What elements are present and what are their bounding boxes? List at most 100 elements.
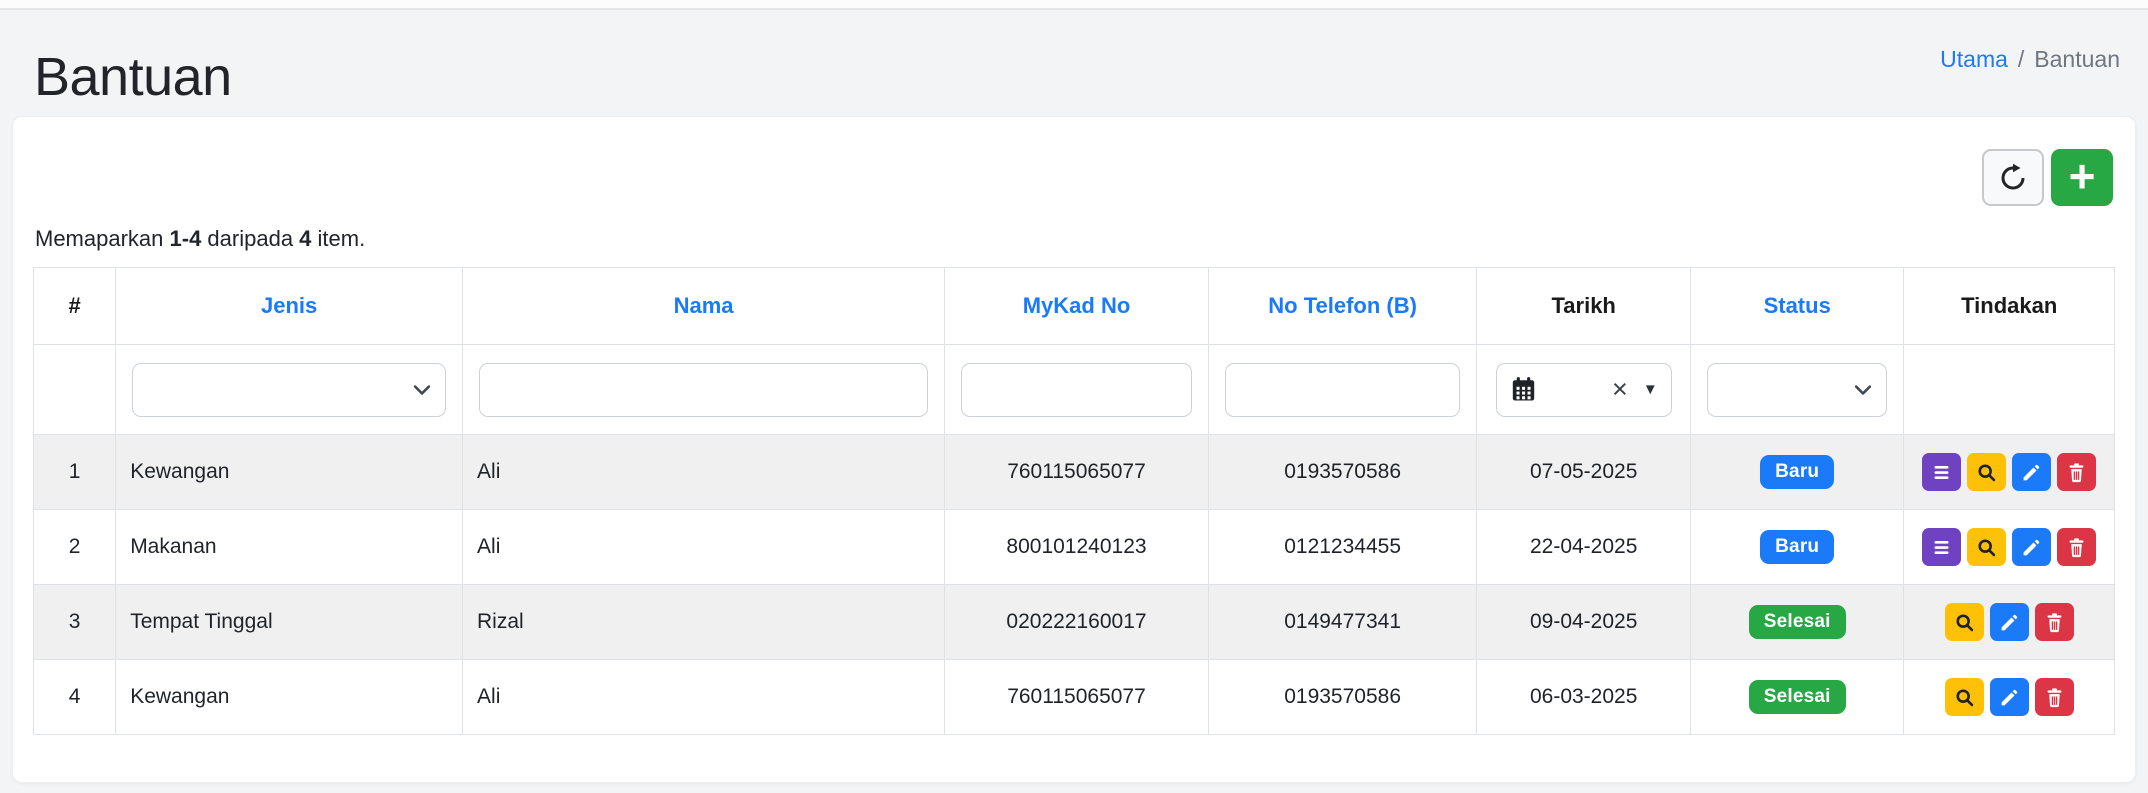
mykad-filter-input[interactable] xyxy=(961,362,1192,417)
filter-row: × ▼ xyxy=(32,344,2115,435)
nama-cell: Ali xyxy=(462,509,946,585)
view-action-button[interactable] xyxy=(1944,678,1984,716)
col-header-mykad[interactable]: MyKad No xyxy=(944,267,1209,345)
col-header-num: # xyxy=(32,267,117,345)
jenis-cell: Kewangan xyxy=(115,659,464,735)
edit-action-button[interactable] xyxy=(2012,453,2052,491)
summary-middle: daripada xyxy=(201,226,300,251)
row-number-cell: 1 xyxy=(32,434,117,510)
view-action-button[interactable] xyxy=(1967,453,2007,491)
actions-cell xyxy=(1903,659,2115,735)
col-header-nama[interactable]: Nama xyxy=(462,267,946,345)
status-cell: Selesai xyxy=(1689,584,1905,660)
col-header-tindakan: Tindakan xyxy=(1903,267,2115,345)
telefon-filter-input[interactable] xyxy=(1224,362,1461,417)
jenis-filter-select[interactable] xyxy=(132,362,447,417)
chevron-down-icon xyxy=(413,384,431,395)
status-badge: Selesai xyxy=(1748,679,1846,715)
trash-icon xyxy=(2069,462,2084,482)
list-action-button[interactable] xyxy=(1922,453,1962,491)
col-header-status[interactable]: Status xyxy=(1689,267,1905,345)
mykad-cell: 800101240123 xyxy=(944,509,1209,585)
tarikh-cell: 07-05-2025 xyxy=(1476,434,1691,510)
actions-cell xyxy=(1903,434,2115,510)
jenis-cell: Tempat Tinggal xyxy=(115,584,464,660)
edit-action-button[interactable] xyxy=(1989,603,2029,641)
delete-action-button[interactable] xyxy=(2057,528,2097,566)
status-cell: Baru xyxy=(1689,509,1905,585)
status-filter-select[interactable] xyxy=(1706,362,1888,417)
search-icon xyxy=(1978,463,1996,481)
actions-cell xyxy=(1903,584,2115,660)
breadcrumb-link-home[interactable]: Utama xyxy=(1940,46,2008,72)
pencil-icon xyxy=(2023,539,2040,555)
nama-cell: Ali xyxy=(462,434,946,510)
chevron-down-icon xyxy=(1855,384,1872,395)
actions-cell xyxy=(1903,509,2115,585)
status-badge: Baru xyxy=(1760,454,1835,490)
pencil-icon xyxy=(2023,464,2040,480)
telefon-cell: 0193570586 xyxy=(1207,659,1478,735)
tarikh-cell: 22-04-2025 xyxy=(1476,509,1691,585)
status-cell: Selesai xyxy=(1689,659,1905,735)
list-icon xyxy=(1934,465,1949,479)
summary-prefix: Memaparkan xyxy=(35,226,170,251)
col-header-jenis[interactable]: Jenis xyxy=(115,267,464,345)
pencil-icon xyxy=(2001,614,2018,630)
table-row: 1 Kewangan Ali 760115065077 0193570586 0… xyxy=(32,434,2115,510)
delete-action-button[interactable] xyxy=(2034,603,2074,641)
breadcrumb: Utama / Bantuan xyxy=(1940,46,2120,73)
refresh-button[interactable] xyxy=(1982,149,2044,206)
view-action-button[interactable] xyxy=(1944,603,1984,641)
filter-cell-empty xyxy=(1903,344,2115,435)
table-row: 3 Tempat Tinggal Rizal 020222160017 0149… xyxy=(32,584,2115,660)
view-action-button[interactable] xyxy=(1967,528,2007,566)
list-icon xyxy=(1934,540,1949,554)
mykad-cell: 760115065077 xyxy=(944,434,1209,510)
filter-cell-empty xyxy=(32,344,117,435)
tarikh-cell: 06-03-2025 xyxy=(1476,659,1691,735)
header-row: # Jenis Nama MyKad No No Telefon (B) Tar… xyxy=(32,267,2115,345)
col-header-telefon[interactable]: No Telefon (B) xyxy=(1207,267,1478,345)
toolbar: + xyxy=(33,149,2113,206)
delete-action-button[interactable] xyxy=(2057,453,2097,491)
nama-cell: Ali xyxy=(462,659,946,735)
edit-action-button[interactable] xyxy=(2012,528,2052,566)
page-title: Bantuan xyxy=(34,47,232,107)
telefon-cell: 0149477341 xyxy=(1207,584,1478,660)
table-row: 4 Kewangan Ali 760115065077 0193570586 0… xyxy=(32,659,2115,735)
summary-suffix: item. xyxy=(311,226,366,251)
trash-icon xyxy=(2047,612,2062,632)
search-icon xyxy=(1956,613,1973,631)
mykad-cell: 760115065077 xyxy=(944,659,1209,735)
row-number-cell: 3 xyxy=(32,584,117,660)
tarikh-filter-datepicker[interactable]: × ▼ xyxy=(1495,362,1672,417)
clear-icon[interactable]: × xyxy=(1612,374,1628,404)
trash-icon xyxy=(2047,687,2062,707)
action-buttons xyxy=(1944,678,2074,716)
create-button[interactable]: + xyxy=(2051,149,2113,206)
list-action-button[interactable] xyxy=(1922,528,1962,566)
bantuan-table: # Jenis Nama MyKad No No Telefon (B) Tar… xyxy=(32,267,2115,735)
nama-cell: Rizal xyxy=(462,584,946,660)
breadcrumb-separator: / xyxy=(2017,46,2025,72)
summary-range: 1-4 xyxy=(169,226,202,251)
row-number-cell: 2 xyxy=(32,509,117,585)
delete-action-button[interactable] xyxy=(2034,678,2074,716)
trash-icon xyxy=(2069,537,2084,557)
page-header: Bantuan Utama / Bantuan xyxy=(0,10,2148,116)
search-icon xyxy=(1956,688,1973,706)
edit-action-button[interactable] xyxy=(1989,678,2029,716)
col-header-tarikh: Tarikh xyxy=(1476,267,1691,345)
mykad-cell: 020222160017 xyxy=(944,584,1209,660)
status-cell: Baru xyxy=(1689,434,1905,510)
status-badge: Baru xyxy=(1760,529,1835,565)
jenis-cell: Kewangan xyxy=(115,434,464,510)
nama-filter-input[interactable] xyxy=(479,362,929,417)
caret-down-icon[interactable]: ▼ xyxy=(1642,381,1658,398)
top-navbar-edge xyxy=(0,0,2148,10)
tarikh-cell: 09-04-2025 xyxy=(1476,584,1691,660)
jenis-cell: Makanan xyxy=(115,509,464,585)
telefon-cell: 0121234455 xyxy=(1207,509,1478,585)
telefon-cell: 0193570586 xyxy=(1207,434,1478,510)
